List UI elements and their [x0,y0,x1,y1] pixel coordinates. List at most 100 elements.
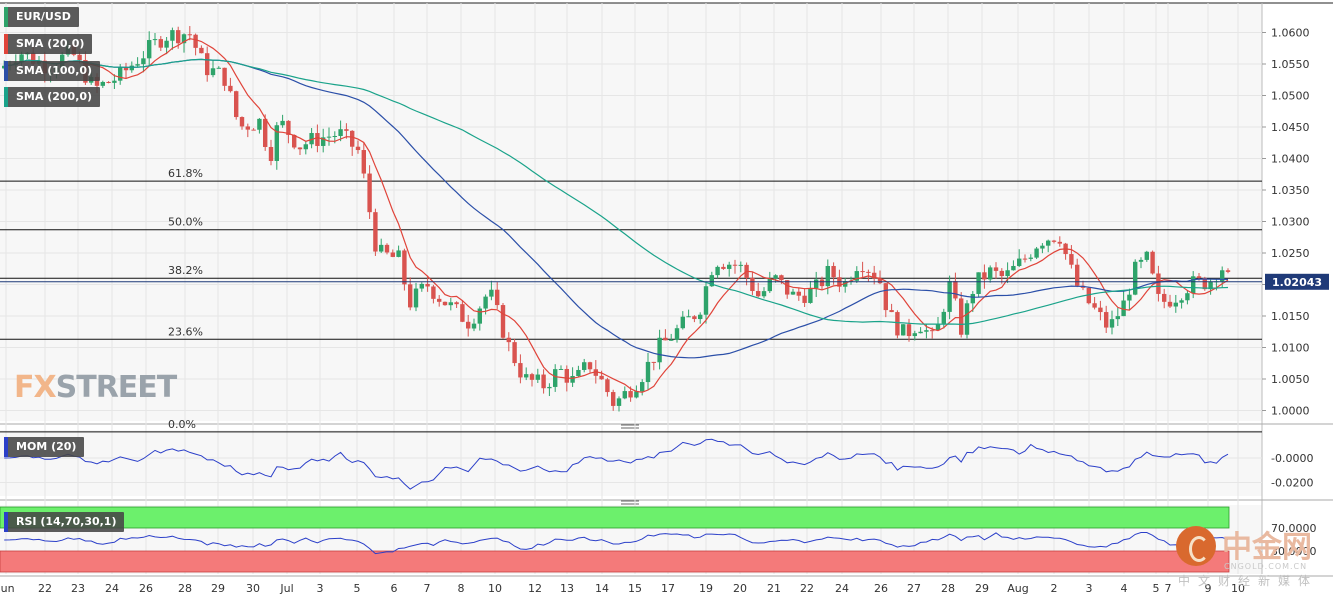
candle-body [1179,300,1184,303]
candle-body [686,316,691,318]
time-tick-label: 27 [907,582,921,595]
candle-body [1034,248,1039,258]
candle-body [181,34,187,44]
candle-body [901,324,906,336]
candle-body [814,279,819,289]
time-tick-label: 22 [800,582,814,595]
candle-body [408,284,413,308]
candle-body [605,379,610,393]
candle-body [413,288,419,308]
candle-body [1115,316,1120,320]
candle-body [379,244,384,252]
candle-body [935,323,941,331]
fib-label: 38.2% [168,264,203,277]
legend-sma100[interactable]: SMA (100,0) [4,61,101,81]
time-tick-label: Jun [0,582,15,595]
candle-body [976,272,981,294]
candle-body [953,281,958,299]
legend-mom-label: MOM (20) [16,440,77,453]
time-tick-label: 6 [391,582,398,595]
candle-body [332,136,337,138]
legend-rsi[interactable]: RSI (14,70,30,1) [4,512,125,532]
candle-body [547,386,552,389]
price-tick-label: 1.0100 [1271,342,1310,355]
candle-body [170,30,175,41]
candle-body [1051,240,1057,242]
time-tick-label: 10 [1231,582,1245,595]
candle-body [1225,270,1231,272]
candle-body [210,68,216,76]
candle-body [570,376,575,383]
candle-body [94,77,100,86]
candle-body [384,244,390,253]
candle-body [489,289,494,297]
candle-body [1127,294,1132,301]
legend-symbol[interactable]: EUR/USD [4,7,79,27]
legend-sma200[interactable]: SMA (200,0) [4,87,101,107]
candle-body [1150,251,1155,274]
candle-body [947,281,952,312]
candle-body [1098,307,1103,313]
candle-body [877,278,883,284]
candle-body [326,136,332,138]
candle-body [321,137,326,146]
time-tick-label: 19 [699,582,713,595]
legend-mom[interactable]: MOM (20) [4,437,85,457]
candle-body [1057,241,1062,244]
candle-body [518,363,523,378]
time-tick-label: 10 [488,582,502,595]
candle-body [872,272,877,279]
candle-body [123,67,129,71]
time-tick-label: 26 [874,582,888,595]
candle-body [297,147,303,150]
candle-body [1196,276,1202,278]
candle-body [1138,259,1144,262]
cngold-watermark: 中金网 CNGOLD.COM.CN 中文财经新媒体 [1172,522,1332,594]
candle-body [361,150,366,174]
candle-body [268,146,274,161]
legend-sma20-label: SMA (20,0) [16,37,85,50]
cngold-url: CNGOLD.COM.CN [1224,562,1308,571]
candle-body [663,337,668,341]
candle-body [558,368,564,370]
candle-body [106,81,111,83]
candle-body [205,53,210,76]
fib-label: 0.0% [168,418,196,431]
candle-body [703,286,709,315]
candle-body [796,291,801,296]
time-tick-label: 30 [246,582,260,595]
candle-body [680,316,685,329]
candle-body [466,321,471,329]
price-tick-label: 1.0150 [1271,310,1310,323]
cngold-subtitle: 中文财经新媒体 [1178,574,1319,588]
candle-body [564,368,569,383]
fib-label: 23.6% [168,325,203,338]
candle-body [1109,319,1115,328]
candle-body [274,125,279,161]
candle-body [727,264,732,269]
legend-symbol-label: EUR/USD [16,10,71,23]
candle-body [860,271,865,273]
candle-body [587,362,593,370]
candle-body [129,65,134,71]
time-tick-label: 9 [1205,582,1212,595]
candle-body [1167,301,1173,307]
candle-body [715,266,720,276]
candle-body [912,333,917,337]
candle-body [819,279,825,287]
candle-body [315,133,320,146]
candle-body [1005,270,1010,277]
legend-sma200-label: SMA (200,0) [16,90,93,103]
candle-body [176,30,181,44]
candle-body [582,362,587,370]
candle-body [767,278,772,292]
price-tick-label: 1.0050 [1271,373,1310,386]
candle-body [553,369,558,387]
cngold-title: 中金网 [1222,530,1312,565]
candle-body [1121,300,1126,317]
candle-body [350,130,355,147]
legend-sma20[interactable]: SMA (20,0) [4,34,93,54]
candle-body [773,275,778,279]
